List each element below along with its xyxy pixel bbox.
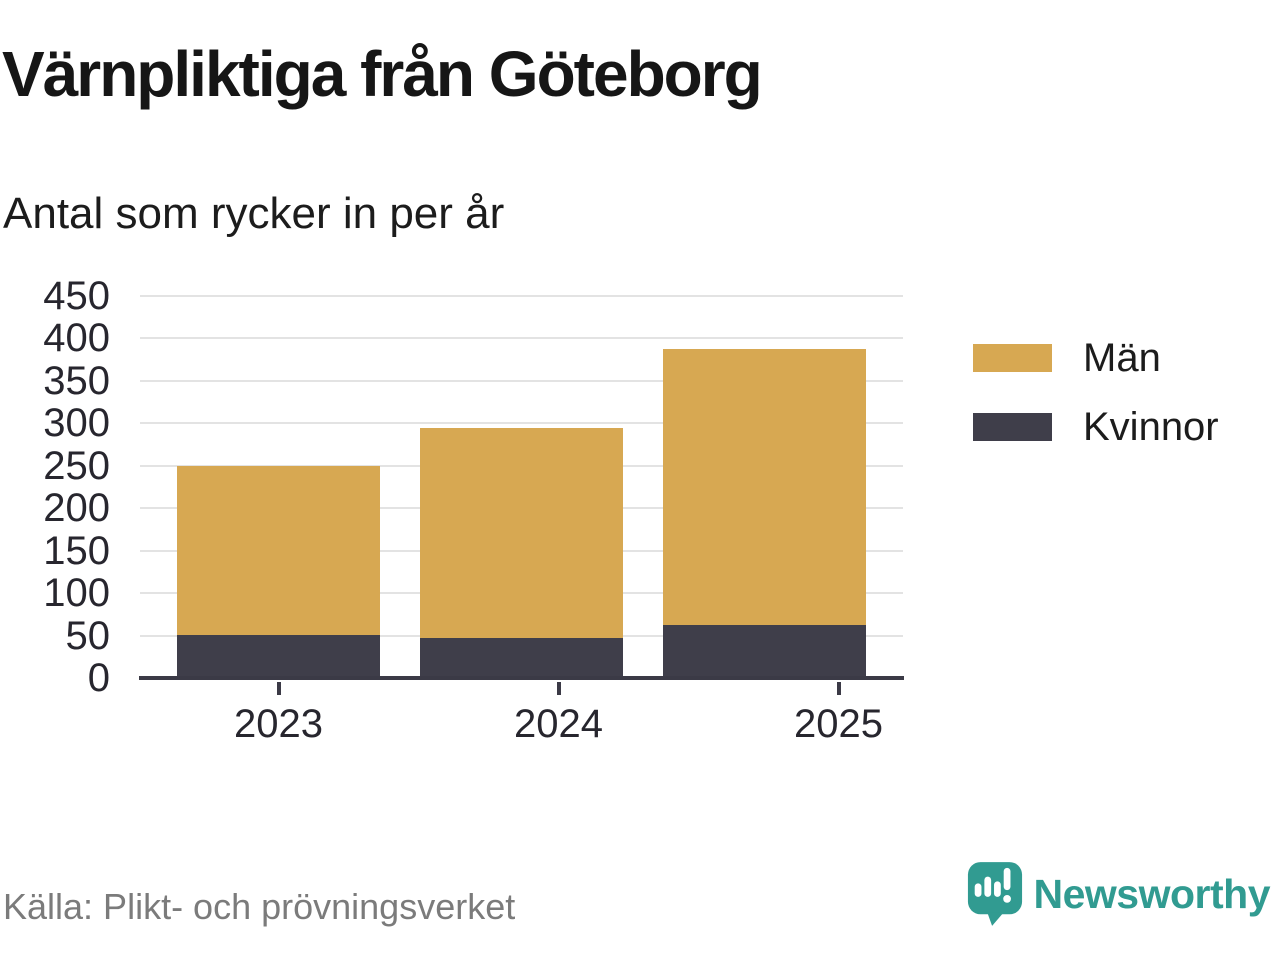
newsworthy-logo: Newsworthy	[966, 860, 1271, 928]
x-tick-slot-2023	[177, 682, 380, 696]
gridline-300	[140, 422, 903, 425]
bar-2025	[663, 348, 866, 678]
legend-item-women: Kvinnor	[973, 407, 1219, 447]
chart-subtitle: Antal som rycker in per år	[3, 189, 505, 238]
bar-segment-2024-Män	[420, 427, 623, 639]
legend-label-men: Män	[1083, 336, 1161, 380]
bar-2024	[420, 427, 623, 678]
bars-group	[140, 296, 903, 678]
x-axis-labels: 2023 2024 2025	[140, 702, 977, 747]
y-tick-label-100: 100	[43, 571, 110, 616]
legend: Män Kvinnor	[973, 338, 1219, 447]
x-tick-label-2023: 2023	[234, 702, 323, 746]
x-axis-line	[139, 676, 904, 680]
legend-label-women: Kvinnor	[1083, 405, 1219, 449]
x-tick-2023	[276, 682, 281, 695]
plot-area	[139, 295, 904, 680]
y-tick-label-150: 150	[43, 528, 110, 573]
y-tick-label-450: 450	[43, 274, 110, 318]
chart-title: Värnpliktiga från Göteborg	[2, 38, 763, 110]
y-tick-label-0: 0	[87, 656, 110, 700]
y-tick-label-50: 50	[65, 613, 111, 658]
brand-name: Newsworthy	[1033, 870, 1271, 917]
source-text: Källa: Plikt- och prövningsverket	[3, 886, 516, 927]
gridline-450	[140, 295, 903, 297]
x-tick-label-2025: 2025	[794, 702, 883, 746]
x-tick-2024	[556, 682, 561, 695]
x-tick-slot-2025	[737, 682, 940, 696]
legend-item-men: Män	[973, 338, 1219, 378]
bar-segment-2024-Kvinnor	[420, 638, 623, 678]
y-tick-label-300: 300	[43, 401, 110, 446]
bar-segment-2023-Män	[177, 465, 380, 635]
x-tick-2025	[836, 682, 841, 695]
y-tick-label-250: 250	[43, 443, 110, 488]
y-axis-labels: 0 50 100 150 200 250 300 350 400 450	[0, 276, 111, 698]
bar-segment-2023-Kvinnor	[177, 634, 380, 678]
y-tick-label-400: 400	[43, 316, 110, 361]
legend-swatch-women	[973, 413, 1052, 441]
y-tick-label-350: 350	[43, 358, 110, 403]
bar-segment-2025-Män	[663, 348, 866, 625]
newsworthy-speech-bubble-barchart-icon	[967, 862, 1022, 926]
legend-swatch-men	[973, 344, 1052, 372]
x-axis-ticks	[140, 682, 977, 696]
bar-2023	[177, 465, 380, 678]
x-tick-label-2024: 2024	[514, 702, 603, 746]
x-tick-slot-2024	[457, 682, 660, 696]
bar-segment-2025-Kvinnor	[663, 624, 866, 678]
gridline-400	[140, 337, 903, 340]
gridline-350	[140, 379, 903, 382]
y-tick-label-200: 200	[43, 486, 110, 531]
